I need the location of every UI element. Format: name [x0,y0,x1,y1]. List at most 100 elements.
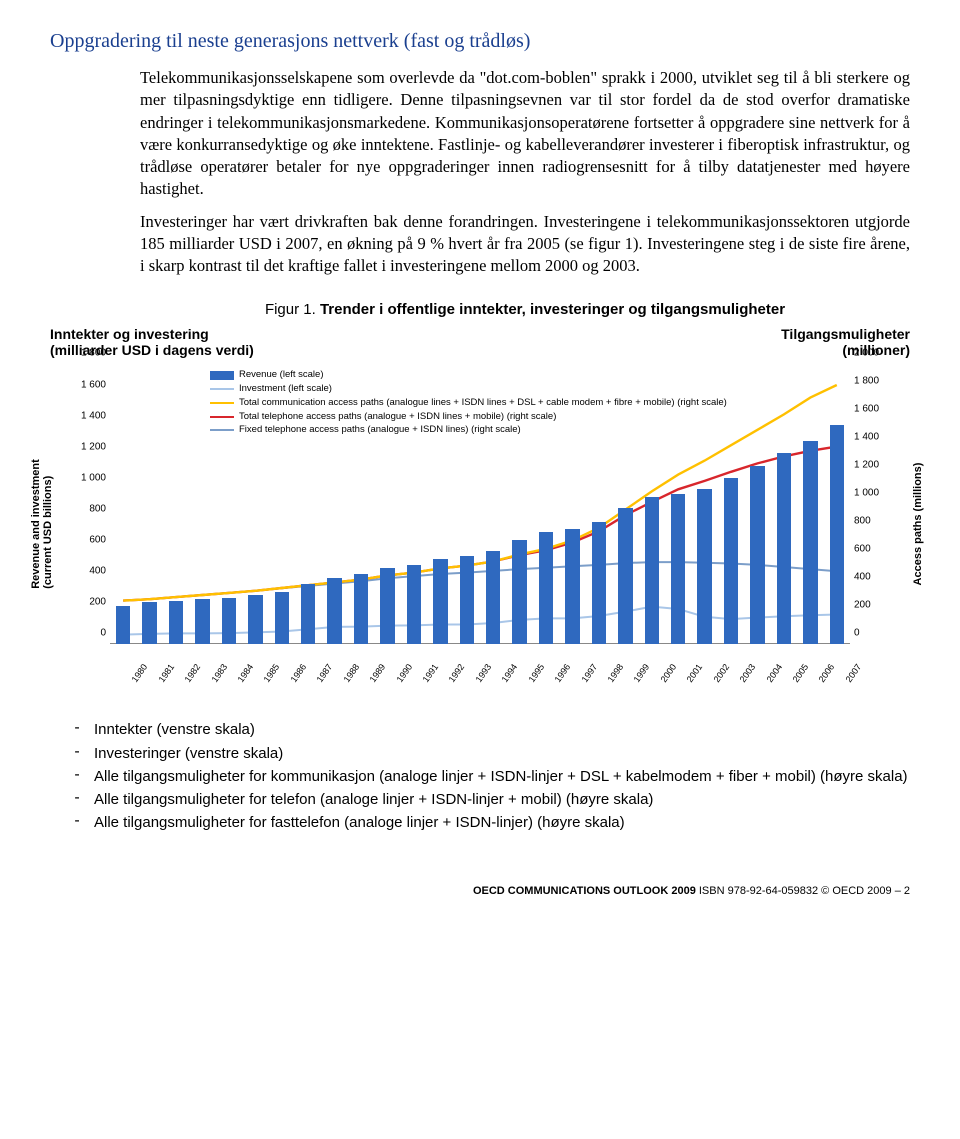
x-tick-label: 1986 [288,662,308,684]
revenue-bar [248,595,263,645]
y-tick-right: 800 [854,516,886,527]
footer-title: OECD COMMUNICATIONS OUTLOOK 2009 [473,885,696,897]
revenue-bar [539,532,554,644]
revenue-bar [354,574,369,644]
revenue-bar [592,522,607,645]
x-tick-label: 1987 [315,662,335,684]
bullet-text: Investeringer (venstre skala) [94,742,283,765]
revenue-bar [750,466,765,645]
footer-page-number: 2 [904,885,910,897]
x-tick-label: 1990 [394,662,414,684]
legend-label: Fixed telephone access paths (analogue +… [239,423,521,437]
revenue-bar [142,602,157,644]
bullet-list: -Inntekter (venstre skala)-Investeringer… [70,718,910,834]
y-tick-right: 1 200 [854,460,886,471]
x-tick-label: 1994 [500,662,520,684]
bullet-text: Alle tilgangsmuligheter for telefon (ana… [94,788,653,811]
y-tick-left: 1 200 [74,441,106,452]
chart-container: Revenue and investment(current USD billi… [50,364,910,684]
revenue-bar [803,441,818,645]
x-tick-label: 1988 [341,662,361,684]
legend-label: Investment (left scale) [239,382,332,396]
legend-label: Total telephone access paths (analogue +… [239,410,556,424]
x-tick-label: 1992 [447,662,467,684]
y-tick-left: 1 800 [74,348,106,359]
y-tick-right: 1 000 [854,488,886,499]
x-tick-label: 1995 [526,662,546,684]
bullet-text: Alle tilgangsmuligheter for kommunikasjo… [94,765,908,788]
bullet-text: Alle tilgangsmuligheter for fasttelefon … [94,811,625,834]
y-tick-left: 1 400 [74,410,106,421]
revenue-bar [830,425,845,644]
figure-title: Trender i offentlige inntekter, invester… [320,301,785,318]
x-tick-label: 1980 [130,662,150,684]
x-tick-label: 1993 [473,662,493,684]
y-tick-left: 200 [74,597,106,608]
y-tick-left: 1 000 [74,472,106,483]
x-tick-label: 1996 [553,662,573,684]
chart-legend: Revenue (left scale)Investment (left sca… [210,368,727,437]
legend-item: Investment (left scale) [210,382,727,396]
x-tick-label: 1991 [420,662,440,684]
bullet-text: Inntekter (venstre skala) [94,718,255,741]
section-heading: Oppgradering til neste generasjons nettv… [50,30,910,53]
x-tick-label: 1999 [632,662,652,684]
x-tick-label: 1982 [183,662,203,684]
x-tick-label: 2003 [738,662,758,684]
bullet-dash-icon: - [70,811,84,832]
revenue-bar [565,529,580,644]
revenue-bar [169,601,184,645]
y-tick-left: 0 [74,628,106,639]
revenue-bar [222,598,237,645]
x-tick-label: 2000 [658,662,678,684]
bullet-row: -Alle tilgangsmuligheter for telefon (an… [70,788,910,811]
page-footer: OECD COMMUNICATIONS OUTLOOK 2009 ISBN 97… [50,885,910,897]
revenue-bar [618,508,633,645]
legend-swatch [210,429,234,431]
x-tick-label: 1981 [156,662,176,684]
paragraph-2: Investeringer har vært drivkraften bak d… [140,211,910,278]
legend-label: Total communication access paths (analog… [239,396,727,410]
footer-isbn: ISBN 978-92-64-059832 © OECD 2009 – [696,885,904,897]
axis-titles-row: Inntekter og investering (milliarder USD… [50,326,910,358]
legend-item: Fixed telephone access paths (analogue +… [210,423,727,437]
legend-item: Revenue (left scale) [210,368,727,382]
revenue-bar [512,540,527,644]
legend-swatch [210,416,234,418]
revenue-bar [724,478,739,644]
y-tick-left: 400 [74,566,106,577]
bullet-row: -Alle tilgangsmuligheter for kommunikasj… [70,765,910,788]
x-tick-label: 2001 [685,662,705,684]
figure-number: Figur 1. [265,301,316,318]
legend-item: Total telephone access paths (analogue +… [210,410,727,424]
y-tick-right: 1 600 [854,404,886,415]
revenue-bar [671,494,686,645]
y-axis-left-label: Revenue and investment(current USD billi… [30,460,54,590]
x-tick-label: 1984 [235,662,255,684]
revenue-bar [407,565,422,644]
y-tick-right: 600 [854,544,886,555]
x-tick-label: 2002 [711,662,731,684]
y-tick-right: 0 [854,628,886,639]
x-tick-label: 1989 [368,662,388,684]
y-axis-right-label: Access paths (millions) [912,463,924,586]
revenue-bar [301,584,316,645]
legend-label: Revenue (left scale) [239,368,323,382]
bullet-row: -Alle tilgangsmuligheter for fasttelefon… [70,811,910,834]
y-tick-right: 2 000 [854,348,886,359]
legend-swatch [210,402,234,404]
x-tick-label: 1983 [209,662,229,684]
right-axis-title: Tilgangsmuligheter (millioner) [781,326,910,358]
revenue-bar [275,592,290,645]
paragraph-1: Telekommunikasjonsselskapene som overlev… [140,67,910,201]
bullet-row: -Inntekter (venstre skala) [70,718,910,741]
bullet-dash-icon: - [70,718,84,739]
y-tick-left: 800 [74,503,106,514]
revenue-bar [460,556,475,645]
y-tick-right: 1 400 [854,432,886,443]
y-tick-left: 600 [74,535,106,546]
y-tick-left: 1 600 [74,379,106,390]
revenue-bar [486,551,501,644]
legend-item: Total communication access paths (analog… [210,396,727,410]
y-tick-right: 400 [854,572,886,583]
